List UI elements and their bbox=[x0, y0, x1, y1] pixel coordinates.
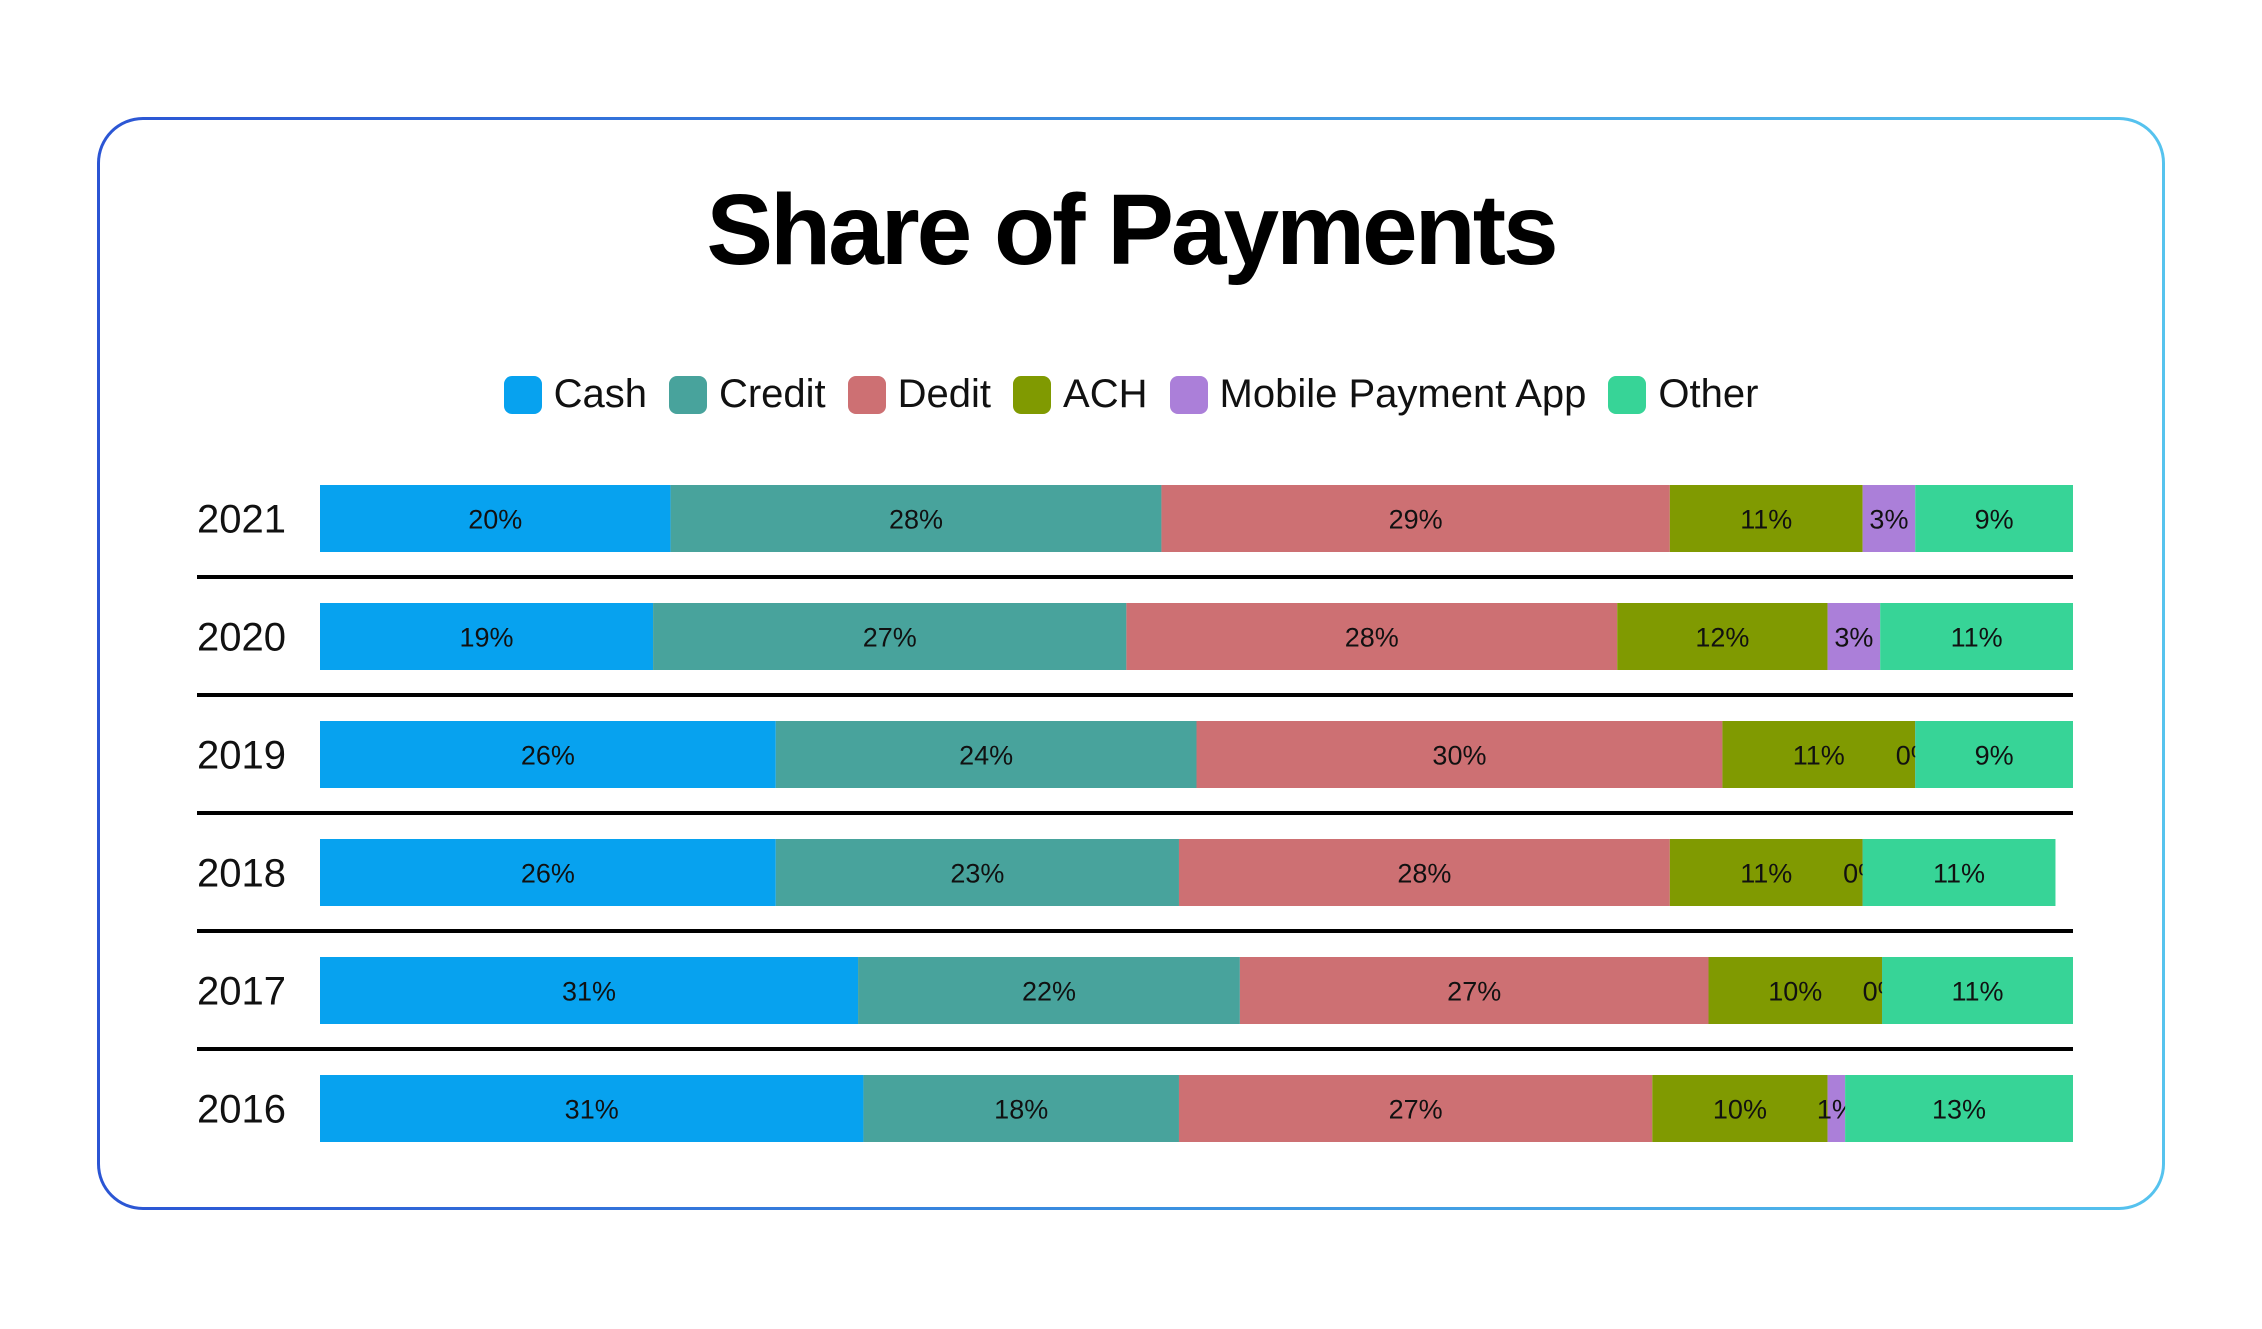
bar-segment-ach bbox=[1652, 1075, 1828, 1142]
bar-segment-dedit bbox=[1178, 1075, 1653, 1142]
bar-segment-credit bbox=[775, 839, 1179, 906]
bar-segment-ach bbox=[1669, 485, 1863, 552]
data-label: 20% bbox=[468, 505, 522, 535]
data-label: 10% bbox=[1768, 977, 1822, 1007]
legend: Cash Credit Dedit ACH Mobile Payment App Othe… bbox=[0, 372, 2262, 417]
bar-segment-credit bbox=[670, 485, 1162, 552]
data-label: 11% bbox=[1951, 623, 2003, 653]
data-label: 31% bbox=[562, 977, 616, 1007]
legend-label: Credit bbox=[718, 372, 826, 416]
bar-segment-ach bbox=[1708, 957, 1883, 1024]
data-label: 19% bbox=[460, 623, 514, 653]
data-label: 30% bbox=[1432, 741, 1486, 771]
bar-segment-ach bbox=[1669, 839, 1863, 906]
bar-segment-mobile-payment-app bbox=[1827, 1075, 1846, 1142]
data-label: 27% bbox=[863, 623, 917, 653]
data-label: 11% bbox=[1740, 859, 1792, 889]
data-label: 18% bbox=[994, 1095, 1048, 1125]
legend-item-ach: ACH bbox=[1013, 372, 1148, 417]
bar-segment-other bbox=[1915, 485, 2073, 552]
legend-label: Dedit bbox=[897, 372, 992, 416]
data-label: 13% bbox=[1932, 1095, 1986, 1125]
bar-segment-mobile-payment-app bbox=[1827, 603, 1881, 670]
y-tick-label: 2019 bbox=[197, 734, 286, 778]
legend-label: Cash bbox=[553, 372, 647, 416]
bar-segment-credit bbox=[863, 1075, 1179, 1142]
data-label: 26% bbox=[521, 741, 575, 771]
data-label: 11% bbox=[1952, 977, 2004, 1007]
legend-label: Other bbox=[1658, 372, 1759, 416]
y-tick-label: 2018 bbox=[197, 852, 286, 896]
data-label: 27% bbox=[1389, 1095, 1443, 1125]
data-label: 9% bbox=[1975, 741, 2014, 771]
bar-segment-dedit bbox=[1161, 485, 1670, 552]
legend-swatch bbox=[668, 375, 707, 414]
legend-item-dedit: Dedit bbox=[847, 372, 992, 417]
data-label: 10% bbox=[1713, 1095, 1767, 1125]
data-label: 22% bbox=[1022, 977, 1076, 1007]
bar-segment-cash bbox=[320, 721, 776, 788]
bar-segment-credit bbox=[775, 721, 1197, 788]
y-tick-label: 2020 bbox=[197, 616, 286, 660]
bar-segment-credit bbox=[653, 603, 1127, 670]
bar-segment-dedit bbox=[1196, 721, 1723, 788]
legend-item-mobile-payment-app: Mobile Payment App bbox=[1169, 372, 1587, 417]
bar-segment-other bbox=[1880, 603, 2073, 670]
data-label: 27% bbox=[1447, 977, 1501, 1007]
legend-label: Mobile Payment App bbox=[1219, 372, 1587, 416]
data-label: 3% bbox=[1834, 623, 1873, 653]
chart-title: Share of Payments bbox=[706, 174, 1558, 286]
data-label: 3% bbox=[1869, 505, 1908, 535]
y-tick-label: 2021 bbox=[197, 498, 286, 542]
data-label: 28% bbox=[1397, 859, 1451, 889]
legend-swatch bbox=[847, 375, 886, 414]
bar-segment-other bbox=[1915, 721, 2073, 788]
bar-segment-other bbox=[1882, 957, 2073, 1024]
legend-swatch bbox=[503, 375, 542, 414]
data-label: 12% bbox=[1695, 623, 1749, 653]
data-label: 11% bbox=[1740, 505, 1792, 535]
data-label: 23% bbox=[950, 859, 1004, 889]
legend-swatch bbox=[1169, 375, 1208, 414]
bar-segment-ach bbox=[1617, 603, 1828, 670]
bar-segment-credit bbox=[858, 957, 1240, 1024]
data-label: 11% bbox=[1933, 859, 1985, 889]
data-label: 31% bbox=[565, 1095, 619, 1125]
bar-segment-dedit bbox=[1239, 957, 1709, 1024]
bar-segment-other bbox=[1862, 839, 2056, 906]
bar-segment-dedit bbox=[1178, 839, 1670, 906]
data-label: 28% bbox=[889, 505, 943, 535]
bar-segment-mobile-payment-app bbox=[1862, 485, 1916, 552]
bar-segment-cash bbox=[320, 1075, 864, 1142]
data-label: 28% bbox=[1345, 623, 1399, 653]
bar-segment-other bbox=[1845, 1075, 2073, 1142]
legend-item-other: Other bbox=[1608, 372, 1758, 417]
data-label: 9% bbox=[1975, 505, 2014, 535]
legend-item-cash: Cash bbox=[503, 372, 647, 417]
data-label: 26% bbox=[521, 859, 575, 889]
bar-segment-cash bbox=[320, 839, 776, 906]
bar-segment-dedit bbox=[1126, 603, 1618, 670]
data-label: 29% bbox=[1389, 505, 1443, 535]
legend-label: ACH bbox=[1063, 372, 1148, 416]
data-label: 24% bbox=[959, 741, 1013, 771]
bar-segment-cash bbox=[320, 957, 859, 1024]
data-label: 11% bbox=[1793, 741, 1845, 771]
bar-segment-cash bbox=[320, 603, 654, 670]
y-tick-label: 2017 bbox=[197, 970, 286, 1014]
legend-swatch bbox=[1608, 375, 1647, 414]
legend-swatch bbox=[1013, 375, 1052, 414]
legend-item-credit: Credit bbox=[668, 372, 826, 417]
bar-segment-ach bbox=[1722, 721, 1916, 788]
y-tick-label: 2016 bbox=[197, 1088, 286, 1132]
bar-segment-cash bbox=[320, 485, 671, 552]
